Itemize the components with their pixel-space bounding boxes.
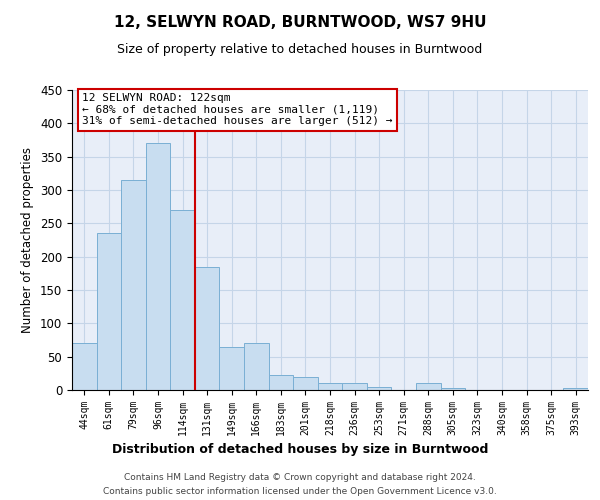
Text: Distribution of detached houses by size in Burntwood: Distribution of detached houses by size …: [112, 442, 488, 456]
Bar: [170, 210, 195, 390]
Bar: [72, 344, 97, 390]
Bar: [220, 346, 244, 390]
Bar: [293, 376, 318, 390]
Text: Size of property relative to detached houses in Burntwood: Size of property relative to detached ho…: [118, 42, 482, 56]
Text: Contains public sector information licensed under the Open Government Licence v3: Contains public sector information licen…: [103, 488, 497, 496]
Bar: [563, 388, 588, 390]
Bar: [244, 344, 269, 390]
Bar: [416, 384, 440, 390]
Bar: [195, 266, 220, 390]
Bar: [342, 384, 367, 390]
Bar: [318, 384, 342, 390]
Text: 12 SELWYN ROAD: 122sqm
← 68% of detached houses are smaller (1,119)
31% of semi-: 12 SELWYN ROAD: 122sqm ← 68% of detached…: [82, 93, 393, 126]
Bar: [121, 180, 146, 390]
Bar: [440, 388, 465, 390]
Bar: [146, 144, 170, 390]
Bar: [97, 234, 121, 390]
Y-axis label: Number of detached properties: Number of detached properties: [22, 147, 34, 333]
Bar: [367, 386, 391, 390]
Text: 12, SELWYN ROAD, BURNTWOOD, WS7 9HU: 12, SELWYN ROAD, BURNTWOOD, WS7 9HU: [114, 15, 486, 30]
Bar: [269, 376, 293, 390]
Text: Contains HM Land Registry data © Crown copyright and database right 2024.: Contains HM Land Registry data © Crown c…: [124, 472, 476, 482]
